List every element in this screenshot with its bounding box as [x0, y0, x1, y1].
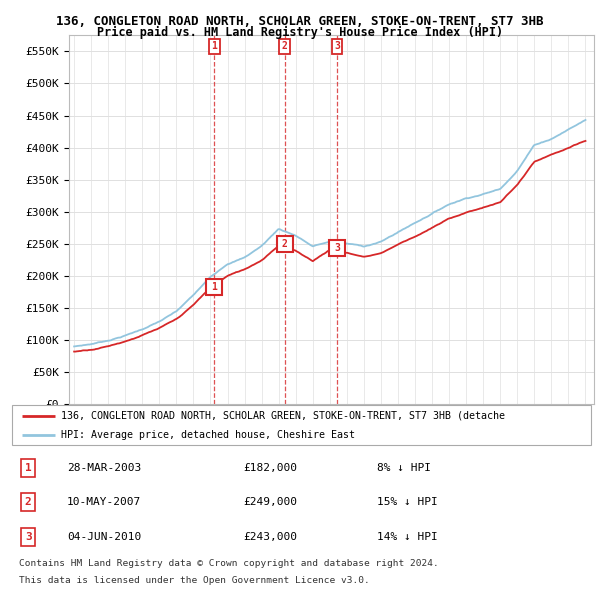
Text: 136, CONGLETON ROAD NORTH, SCHOLAR GREEN, STOKE-ON-TRENT, ST7 3HB: 136, CONGLETON ROAD NORTH, SCHOLAR GREEN… [56, 15, 544, 28]
Text: 04-JUN-2010: 04-JUN-2010 [67, 532, 141, 542]
Text: 3: 3 [334, 41, 340, 51]
Text: £182,000: £182,000 [244, 463, 298, 473]
Text: HPI: Average price, detached house, Cheshire East: HPI: Average price, detached house, Ches… [61, 430, 355, 440]
Text: £249,000: £249,000 [244, 497, 298, 507]
Text: 8% ↓ HPI: 8% ↓ HPI [377, 463, 431, 473]
Text: Contains HM Land Registry data © Crown copyright and database right 2024.: Contains HM Land Registry data © Crown c… [19, 559, 439, 568]
Text: 10-MAY-2007: 10-MAY-2007 [67, 497, 141, 507]
FancyBboxPatch shape [12, 405, 591, 445]
Text: 14% ↓ HPI: 14% ↓ HPI [377, 532, 437, 542]
Text: 28-MAR-2003: 28-MAR-2003 [67, 463, 141, 473]
Text: £243,000: £243,000 [244, 532, 298, 542]
Text: 2: 2 [25, 497, 32, 507]
Text: 2: 2 [282, 240, 288, 250]
Text: 3: 3 [334, 243, 340, 253]
Text: 1: 1 [25, 463, 32, 473]
Text: 3: 3 [25, 532, 32, 542]
Text: 1: 1 [211, 283, 217, 293]
Text: 1: 1 [211, 41, 217, 51]
Text: 15% ↓ HPI: 15% ↓ HPI [377, 497, 437, 507]
Text: 2: 2 [282, 41, 288, 51]
Text: 136, CONGLETON ROAD NORTH, SCHOLAR GREEN, STOKE-ON-TRENT, ST7 3HB (detache: 136, CONGLETON ROAD NORTH, SCHOLAR GREEN… [61, 411, 505, 421]
Text: Price paid vs. HM Land Registry's House Price Index (HPI): Price paid vs. HM Land Registry's House … [97, 26, 503, 39]
Text: This data is licensed under the Open Government Licence v3.0.: This data is licensed under the Open Gov… [19, 576, 370, 585]
